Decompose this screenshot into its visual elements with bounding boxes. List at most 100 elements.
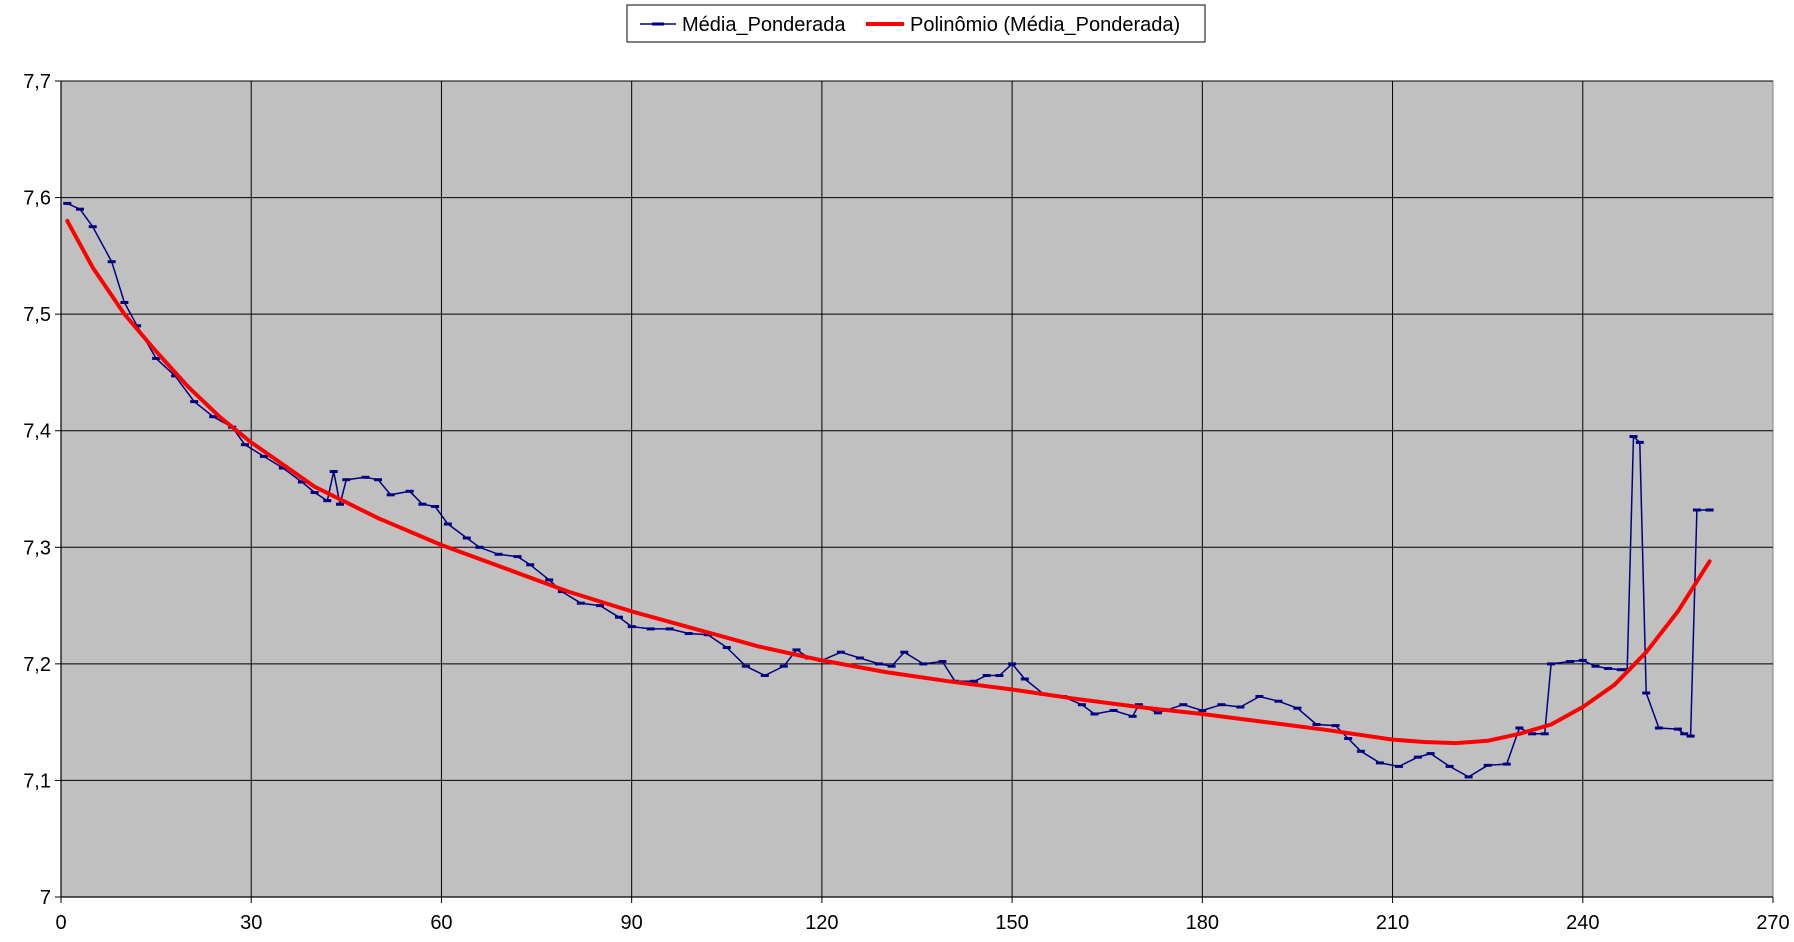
- data-point-marker: [665, 627, 674, 631]
- data-point-marker: [557, 590, 566, 594]
- data-point-marker: [545, 578, 554, 582]
- data-point-marker: [792, 648, 801, 652]
- data-point-marker: [513, 555, 522, 559]
- data-point-marker: [278, 466, 287, 470]
- data-point-marker: [1629, 435, 1638, 438]
- data-point-marker: [741, 664, 750, 668]
- data-point-marker: [1344, 737, 1353, 740]
- data-point-marker: [1198, 709, 1207, 712]
- data-point-marker: [120, 301, 129, 304]
- data-point-marker: [310, 491, 319, 494]
- data-point-marker: [443, 522, 452, 526]
- data-point-marker: [1566, 660, 1575, 663]
- data-point-marker: [1394, 764, 1403, 768]
- data-point-marker: [875, 662, 883, 666]
- data-point-marker: [1375, 761, 1384, 765]
- x-tick-label: 150: [995, 912, 1028, 934]
- data-point-marker: [361, 475, 370, 479]
- data-point-marker: [1654, 726, 1663, 730]
- data-point-marker: [1255, 695, 1264, 698]
- data-point-marker: [1547, 662, 1556, 666]
- data-point-marker: [1692, 508, 1701, 512]
- data-point-marker: [526, 563, 535, 567]
- data-point-marker: [1483, 763, 1492, 767]
- data-point-marker: [855, 656, 864, 660]
- data-point-marker: [1686, 734, 1695, 738]
- data-point-marker: [919, 662, 928, 666]
- data-point-marker: [1705, 508, 1714, 512]
- data-point-marker: [190, 400, 199, 404]
- data-point-marker: [1217, 703, 1226, 707]
- data-point-marker: [1331, 724, 1340, 728]
- series-layer: [63, 201, 1714, 779]
- data-point-marker: [374, 478, 382, 482]
- y-tick-label: 7,2: [23, 654, 51, 676]
- data-point-marker: [418, 502, 427, 506]
- data-point-marker: [1578, 658, 1587, 662]
- data-point-marker: [576, 601, 585, 605]
- y-tick-label: 7,4: [23, 421, 51, 443]
- data-point-marker: [887, 664, 896, 668]
- legend-box: [626, 4, 1206, 43]
- data-point-marker: [1128, 714, 1137, 718]
- data-point-marker: [171, 374, 180, 378]
- y-tick-label: 7,1: [23, 770, 51, 792]
- data-point-marker: [1008, 662, 1017, 666]
- data-point-marker: [1179, 703, 1188, 707]
- x-tick-label: 210: [1376, 912, 1409, 934]
- data-point-marker: [76, 207, 84, 211]
- x-axis: 0 30 60 90 120 150 180 210 240 270: [55, 896, 1790, 934]
- data-point-marker: [1090, 712, 1099, 716]
- x-tick-label: 180: [1186, 912, 1219, 934]
- data-point-marker: [1680, 732, 1689, 736]
- data-point-marker: [1312, 723, 1321, 726]
- data-point-marker: [63, 201, 72, 205]
- data-point-marker: [1426, 752, 1435, 756]
- legend-label-polinomio: Polinômio (Média_Ponderada): [910, 14, 1180, 36]
- data-point-marker: [475, 545, 484, 549]
- y-tick-label: 7,5: [23, 304, 51, 326]
- data-point-marker: [1274, 699, 1283, 703]
- data-point-marker: [627, 625, 636, 629]
- data-point-marker: [297, 480, 306, 484]
- data-point-marker: [1591, 664, 1600, 668]
- y-tick-label: 7: [40, 887, 51, 909]
- data-point-marker: [970, 679, 979, 683]
- data-point-marker: [259, 454, 268, 458]
- data-point-marker: [1020, 677, 1029, 681]
- data-point-marker: [152, 356, 161, 360]
- data-point-marker: [240, 443, 249, 447]
- y-tick-label: 7,3: [23, 537, 51, 559]
- data-point-marker: [88, 225, 97, 229]
- data-point-marker: [462, 536, 471, 540]
- data-point-marker: [982, 674, 991, 677]
- data-point-marker: [1109, 709, 1118, 712]
- data-point-marker: [646, 627, 655, 631]
- data-point-marker: [494, 552, 503, 556]
- data-point-marker: [900, 650, 909, 654]
- data-point-marker: [1153, 711, 1162, 715]
- data-point-marker: [405, 489, 414, 493]
- x-tick-label: 60: [430, 912, 452, 934]
- data-point-marker: [1540, 732, 1549, 736]
- legend: Média_Ponderada Polinômio (Média_Pondera…: [626, 4, 1206, 43]
- x-tick-label: 240: [1566, 912, 1599, 934]
- x-tick-label: 120: [805, 912, 838, 934]
- plot-area: [60, 80, 1774, 898]
- y-tick-label: 7,6: [23, 188, 51, 210]
- data-point-marker: [1356, 749, 1365, 753]
- data-point-marker: [342, 478, 351, 482]
- x-tick-label: 0: [55, 912, 66, 934]
- data-point-marker: [703, 633, 712, 637]
- data-point-marker: [995, 674, 1004, 677]
- data-point-marker: [1293, 706, 1302, 710]
- legend-label-media-ponderada: Média_Ponderada: [682, 14, 846, 36]
- data-point-marker: [1528, 732, 1537, 736]
- data-point-marker: [615, 615, 623, 619]
- data-point-marker: [1642, 691, 1651, 695]
- data-point-marker: [1635, 440, 1644, 444]
- y-axis: 7 7,1 7,2 7,3 7,4 7,5 7,6 7,7: [23, 71, 62, 909]
- data-point-marker: [1604, 667, 1613, 670]
- x-tick-label: 30: [240, 912, 262, 934]
